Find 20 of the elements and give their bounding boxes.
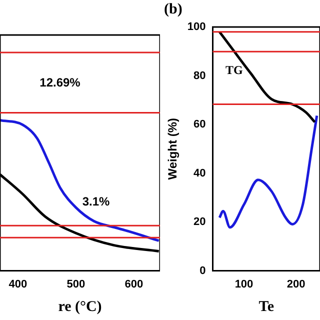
annotation: 3.1%	[82, 194, 110, 209]
y-tick-label: 20	[194, 216, 206, 228]
x-tick-label: 400	[8, 278, 28, 290]
x-tick-label: 100	[234, 278, 254, 290]
y-tick-label: 60	[194, 118, 206, 131]
text: (b)	[164, 1, 182, 18]
annotation: TG	[226, 62, 243, 77]
x-axis-title: Te	[258, 298, 274, 315]
line-series	[218, 30, 316, 124]
y-tick-label: 80	[194, 70, 206, 82]
y-axis-title: Weight (%)	[166, 118, 180, 180]
y-tick-label: 40	[194, 167, 206, 180]
y-tick-label: 0	[200, 264, 206, 277]
x-tick-label: 500	[66, 278, 86, 290]
line-series	[218, 114, 318, 229]
x-tick-label: 600	[124, 278, 144, 290]
x-axis-title: re (°C)	[58, 298, 102, 315]
y-tick-label: 100	[187, 21, 206, 34]
x-tick-label: 200	[286, 278, 306, 290]
text: 12.69%	[40, 76, 81, 90]
